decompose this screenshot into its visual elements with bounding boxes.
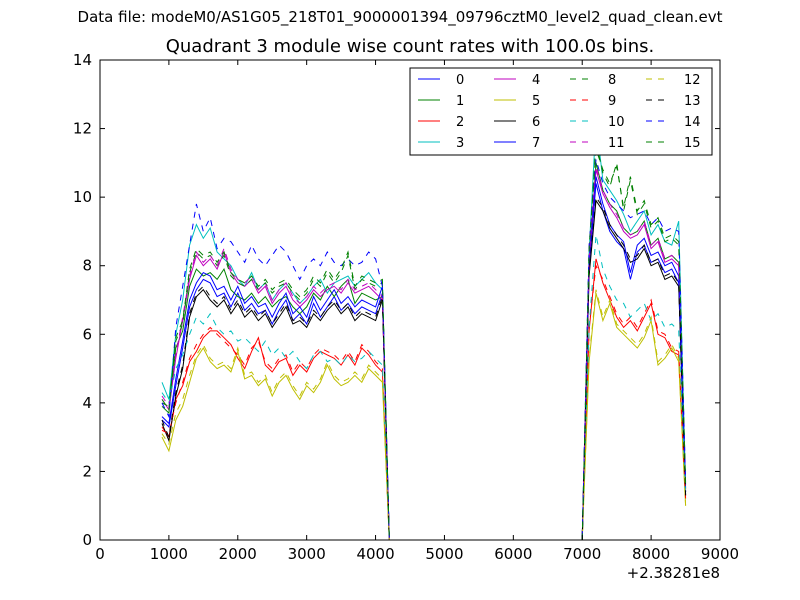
legend-label-14: 14 <box>684 115 701 130</box>
legend-label-9: 9 <box>608 94 616 109</box>
x-tick-label: 0 <box>95 545 105 563</box>
legend-label-0: 0 <box>456 73 464 88</box>
y-tick-label: 10 <box>73 188 92 206</box>
legend-label-13: 13 <box>684 94 701 109</box>
figure-suptitle: Data file: modeM0/AS1G05_218T01_90000013… <box>77 8 723 26</box>
legend-label-11: 11 <box>608 136 625 151</box>
series-line-0 <box>161 183 687 541</box>
legend-label-2: 2 <box>456 115 464 130</box>
series-line-10 <box>161 234 687 541</box>
series-line-4 <box>161 169 687 541</box>
series-line-5 <box>161 292 687 541</box>
chart-title: Quadrant 3 module wise count rates with … <box>165 36 655 57</box>
legend-label-8: 8 <box>608 73 616 88</box>
x-tick-label: 6000 <box>494 545 532 563</box>
series-line-15 <box>161 148 687 541</box>
x-tick-label: 5000 <box>425 545 463 563</box>
y-tick-label: 2 <box>82 462 92 480</box>
legend-label-1: 1 <box>456 94 464 109</box>
plot-frame <box>99 59 721 541</box>
x-offset-label: +2.38281e8 <box>627 564 720 582</box>
legend-label-15: 15 <box>684 136 701 151</box>
y-tick-label: 0 <box>82 531 92 549</box>
x-tick-label: 7000 <box>563 545 601 563</box>
y-tick-label: 4 <box>82 394 92 412</box>
series-line-7 <box>161 176 687 541</box>
x-tick-label: 2000 <box>219 545 257 563</box>
y-tick-label: 6 <box>82 325 92 343</box>
legend-box <box>409 67 713 156</box>
series-line-12 <box>161 289 687 541</box>
legend-label-4: 4 <box>532 73 540 88</box>
legend-label-10: 10 <box>608 115 625 130</box>
y-tick-label: 14 <box>73 51 92 69</box>
legend-label-3: 3 <box>456 136 464 151</box>
series-line-3 <box>161 121 687 541</box>
axes-layer: 0 1000 2000 3000 4000 5000 6000 7000 8000 9000 0 2 4… <box>73 51 739 563</box>
series-line-13 <box>161 195 687 541</box>
x-tick-label: 1000 <box>150 545 188 563</box>
legend-label-6: 6 <box>532 115 540 130</box>
series-line-9 <box>161 263 687 541</box>
x-tick-label: 8000 <box>632 545 670 563</box>
series-line-2 <box>161 258 687 541</box>
legend-label-7: 7 <box>532 136 540 151</box>
series-line-6 <box>161 199 687 541</box>
y-tick-label: 12 <box>73 120 92 138</box>
legend-label-12: 12 <box>684 73 701 88</box>
x-tick-label: 9000 <box>701 545 739 563</box>
legend-label-5: 5 <box>532 94 540 109</box>
series-line-1 <box>161 162 687 541</box>
x-tick-label: 3000 <box>288 545 326 563</box>
series-layer <box>161 121 687 541</box>
series-line-14 <box>161 159 687 541</box>
x-tick-label: 4000 <box>356 545 394 563</box>
series-line-11 <box>161 166 687 541</box>
y-tick-label: 8 <box>82 257 92 275</box>
